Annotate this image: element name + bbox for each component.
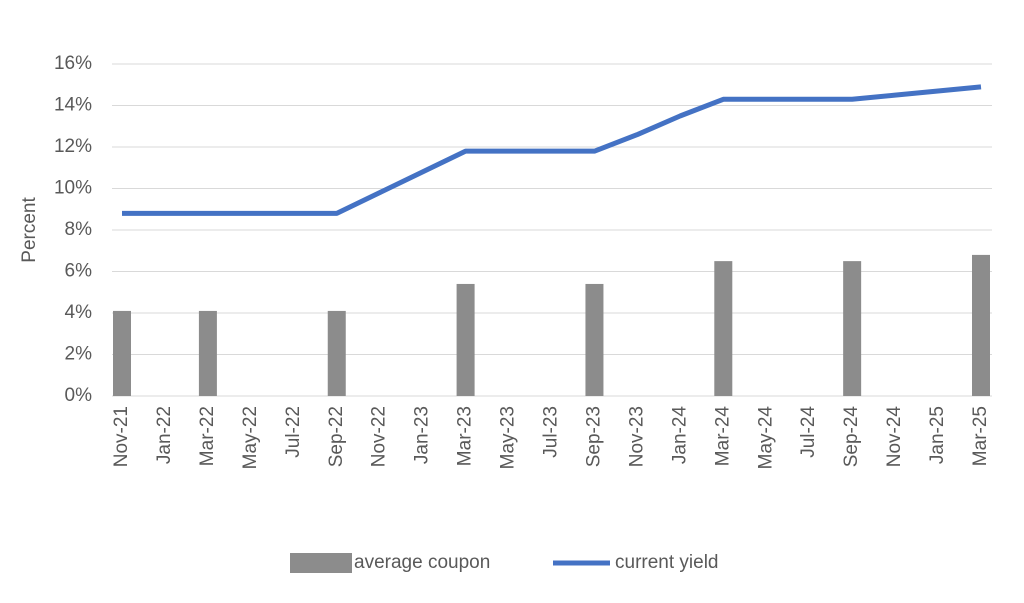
- x-tick-label: Jan-22: [154, 406, 175, 464]
- x-tick-label: May-23: [498, 406, 519, 469]
- bar: [972, 254, 990, 396]
- y-tick-label: 2%: [65, 344, 93, 365]
- legend-label: current yield: [615, 552, 719, 573]
- x-tick-label: Nov-23: [626, 406, 647, 467]
- x-tick-label: Nov-21: [111, 406, 132, 467]
- y-tick-label: 8%: [65, 219, 93, 240]
- line: [122, 84, 982, 216]
- x-tick-label: Nov-22: [369, 406, 390, 467]
- x-tick-label: Jul-22: [283, 406, 304, 458]
- bar: [585, 283, 604, 396]
- x-tick-label: Jan-24: [669, 406, 690, 465]
- x-tick-label: Jul-24: [798, 406, 819, 458]
- y-tick-label: 12%: [54, 136, 92, 157]
- x-tick-label: May-24: [755, 406, 776, 470]
- bar: [327, 310, 346, 396]
- bar: [714, 261, 733, 396]
- legend-label: average coupon: [354, 552, 490, 573]
- bar: [843, 261, 862, 396]
- x-tick-label: May-22: [240, 406, 261, 469]
- x-tick-label: Jul-23: [541, 406, 562, 458]
- x-tick-label: Mar-25: [970, 406, 991, 466]
- x-tick-label: Mar-24: [712, 406, 733, 467]
- x-tick-label: Mar-23: [455, 406, 476, 466]
- legend-swatch: [290, 553, 352, 573]
- y-tick-label: 14%: [54, 95, 92, 116]
- x-tick-label: Sep-24: [841, 406, 862, 468]
- y-tick-label: 4%: [65, 302, 93, 323]
- x-tick-label: Sep-23: [583, 406, 604, 467]
- y-tick-label: 16%: [54, 53, 92, 74]
- x-tick-label: Jan-25: [927, 406, 948, 464]
- x-tick-label: Sep-22: [326, 406, 347, 467]
- y-tick-label: 10%: [54, 178, 92, 199]
- x-tick-label: Jan-23: [412, 406, 433, 464]
- bar: [113, 310, 131, 396]
- y-axis-label: Percent: [19, 197, 40, 263]
- y-tick-label: 6%: [65, 261, 93, 282]
- bar: [198, 310, 217, 396]
- x-tick-label: Nov-24: [884, 406, 905, 468]
- bar: [456, 283, 475, 396]
- x-tick-label: Mar-22: [197, 406, 218, 466]
- y-tick-label: 0%: [65, 385, 93, 406]
